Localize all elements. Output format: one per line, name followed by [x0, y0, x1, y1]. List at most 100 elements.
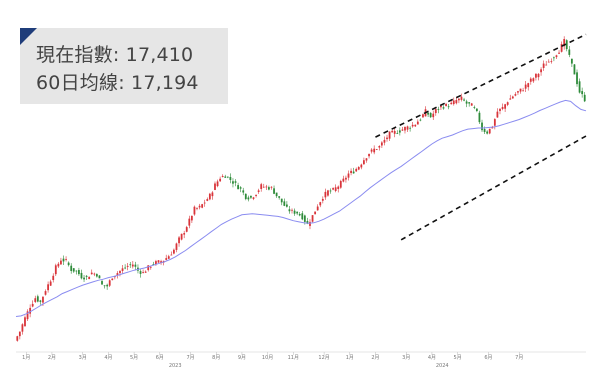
candle-body: [573, 64, 576, 75]
candle-body: [368, 153, 370, 157]
candle-body: [183, 233, 186, 235]
candle-body: [280, 198, 283, 203]
candle-body: [496, 111, 499, 118]
x-tick-label: 10月: [262, 355, 273, 361]
candle-body: [411, 124, 414, 127]
candle-body: [555, 55, 558, 58]
candle-body: [198, 205, 201, 208]
candle-body: [432, 113, 435, 118]
candle-body: [93, 273, 96, 275]
candle-body: [214, 183, 216, 190]
candle-body: [42, 296, 44, 303]
candle-body: [311, 215, 314, 222]
candle-body: [404, 126, 406, 131]
candle-body: [16, 336, 19, 341]
candle-body: [463, 99, 465, 101]
candle-body: [75, 270, 78, 272]
candle-body: [422, 114, 424, 118]
candle-body: [60, 260, 62, 265]
candle-body: [478, 112, 481, 123]
candle-body: [447, 106, 450, 108]
candle-body: [103, 285, 106, 287]
candle-body: [155, 261, 157, 265]
candle-body: [265, 186, 268, 188]
current-index-label: 現在指數: [36, 44, 113, 66]
candle-body: [419, 119, 422, 121]
candle-body: [57, 263, 60, 267]
candle-body: [517, 91, 519, 93]
candle-body: [309, 221, 311, 226]
candle-body: [450, 102, 453, 105]
info-panel: [20, 28, 228, 104]
candle-body: [475, 108, 478, 111]
candle-body: [101, 281, 103, 285]
candle-body: [440, 105, 442, 108]
candle-body: [380, 142, 383, 146]
candle-body: [216, 181, 219, 187]
candle-body: [327, 190, 329, 196]
candle-body: [504, 104, 507, 109]
candle-body: [568, 49, 571, 55]
candle-body: [522, 90, 524, 92]
candle-body: [124, 267, 127, 269]
candle-body: [47, 284, 49, 291]
x-tick-label: 3月: [79, 355, 87, 361]
candle-body: [49, 281, 52, 286]
candle-body: [62, 258, 65, 262]
candle-body: [160, 261, 162, 263]
candle-body: [52, 275, 55, 281]
candle-body: [90, 272, 93, 275]
candle-body: [129, 264, 132, 266]
candle-body: [560, 43, 563, 52]
x-tick-label: 5月: [454, 355, 462, 361]
candle-body: [488, 128, 491, 134]
candle-body: [278, 196, 281, 198]
candle-body: [250, 195, 252, 198]
candle-body: [147, 265, 150, 271]
ma60-line: [15, 99, 587, 317]
x-tick-label: 6月: [156, 355, 164, 361]
candle-body: [170, 254, 173, 256]
candle-body: [226, 176, 229, 178]
candle-body: [527, 83, 530, 88]
current-index-line: 現在指數: 17,410: [36, 44, 194, 66]
candle-body: [257, 190, 260, 192]
ma60-line: 60日均線: 17,194: [36, 72, 199, 94]
candle-body: [434, 109, 437, 114]
candle-body: [285, 204, 288, 207]
x-tick-label: 2月: [48, 355, 56, 361]
candle-body: [455, 100, 458, 104]
candle-body: [416, 121, 419, 125]
candle-body: [242, 190, 245, 193]
candle-body: [232, 181, 234, 184]
candle-body: [550, 61, 553, 63]
candle-body: [288, 209, 291, 212]
candle-body: [234, 181, 237, 183]
candle-body: [452, 100, 455, 105]
candle-body: [72, 268, 75, 272]
candle-body: [481, 122, 483, 131]
candle-body: [180, 233, 183, 240]
candle-body: [401, 129, 404, 131]
candle-body: [373, 148, 376, 153]
candle-body: [106, 284, 109, 287]
candle-body: [514, 94, 517, 96]
candle-body: [553, 57, 555, 59]
candle-body: [173, 249, 175, 254]
candle-body: [296, 211, 299, 214]
candle-body: [175, 243, 178, 250]
candle-body: [470, 103, 473, 106]
candle-body: [465, 101, 468, 104]
ma60-series: [15, 99, 587, 317]
candle-body: [275, 192, 278, 197]
candle-body: [491, 127, 494, 129]
candle-body: [542, 63, 545, 68]
candle-body: [363, 160, 365, 165]
candle-body: [80, 272, 83, 279]
candle-body: [306, 220, 309, 224]
candle-body: [334, 187, 337, 191]
candle-body: [201, 204, 204, 208]
x-tick-label: 6月: [484, 355, 492, 361]
candle-body: [34, 298, 37, 302]
candle-body: [273, 188, 275, 194]
